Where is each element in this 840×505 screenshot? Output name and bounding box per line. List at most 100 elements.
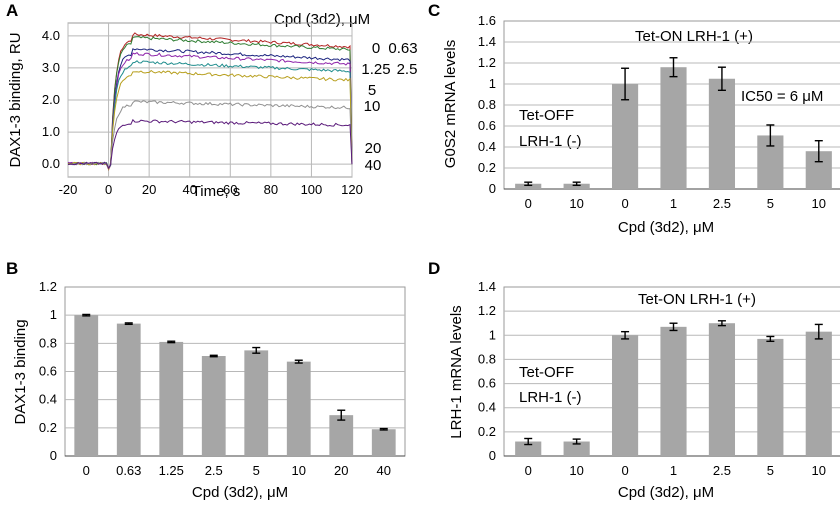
x-tick-label: 120 (341, 182, 363, 197)
panel-d-tetoff-line2: LRH-1 (-) (519, 389, 582, 406)
x-tick-label: 10 (292, 463, 306, 478)
x-tick-label: 0 (83, 463, 90, 478)
x-tick-label: 10 (569, 463, 583, 478)
legend-label: 1.25 (361, 61, 390, 78)
x-tick-label: 20 (142, 182, 156, 197)
panel-d: D LRH-1 mRNA levels Cpd (3d2), μM Tet-OF… (428, 259, 840, 501)
x-tick-label: 40 (377, 463, 391, 478)
panel-a: A DAX1-3 binding, RU Time, s Cpd (3d2), … (6, 1, 418, 200)
y-tick-label: 0 (50, 448, 57, 463)
y-tick-label: 0.8 (478, 351, 496, 366)
x-tick-label: 0 (621, 463, 628, 478)
y-tick-label: 0.4 (478, 400, 496, 415)
bar (563, 441, 590, 456)
panel-b-xlabel: Cpd (3d2), μM (192, 484, 288, 501)
y-tick-label: 0.2 (478, 424, 496, 439)
x-tick-label: 100 (301, 182, 323, 197)
bar (329, 415, 354, 456)
panel-d-teton-label: Tet-ON LRH-1 (+) (638, 291, 756, 308)
x-tick-label: 60 (223, 182, 237, 197)
y-tick-label: 1.2 (478, 55, 496, 70)
x-tick-label: -20 (59, 182, 78, 197)
legend-label: 2.5 (397, 61, 418, 78)
x-tick-label: 2.5 (713, 463, 731, 478)
bar (708, 323, 736, 456)
panel-d-ylabel: LRH-1 mRNA levels (448, 305, 465, 438)
y-tick-label: 0.6 (39, 364, 57, 379)
y-tick-label: 1.6 (478, 13, 496, 28)
y-tick-label: 1 (489, 76, 496, 91)
y-tick-label: 0.0 (42, 156, 60, 171)
bar (515, 441, 542, 456)
y-tick-label: 1.0 (42, 124, 60, 139)
x-tick-label: 2.5 (713, 196, 731, 211)
y-tick-label: 3.0 (42, 60, 60, 75)
panel-a-legend-title: Cpd (3d2), μM (274, 11, 370, 28)
panel-c-ylabel: G0S2 mRNA levels (442, 40, 459, 168)
panel-c: C G0S2 mRNA levels Cpd (3d2), μM Tet-OFF… (428, 1, 840, 236)
series-line (67, 60, 353, 170)
series-line (67, 36, 353, 171)
legend-label: 0.63 (388, 40, 417, 57)
legend-label: 10 (364, 98, 381, 115)
panel-a-ylabel: DAX1-3 binding, RU (7, 32, 24, 167)
panel-b-label: B (6, 259, 18, 278)
panel-a-xlabel: Time, s (192, 183, 241, 200)
bar (244, 350, 269, 456)
y-tick-label: 0.2 (478, 160, 496, 175)
x-tick-label: 2.5 (205, 463, 223, 478)
series-line (67, 118, 353, 170)
panel-d-label: D (428, 259, 440, 278)
y-tick-label: 2.0 (42, 92, 60, 107)
bar (805, 331, 832, 456)
x-tick-label: 10 (812, 463, 826, 478)
bar (116, 323, 141, 456)
y-tick-label: 1 (489, 327, 496, 342)
y-tick-label: 4.0 (42, 28, 60, 43)
legend-label: 0 (372, 40, 380, 57)
bar (708, 78, 736, 189)
bar (660, 67, 687, 189)
x-tick-label: 5 (767, 196, 774, 211)
bar (74, 315, 99, 456)
bar (611, 84, 639, 189)
bar (201, 356, 226, 456)
panel-d-xlabel: Cpd (3d2), μM (618, 484, 714, 501)
panel-b-ylabel: DAX1-3 binding (12, 319, 29, 424)
y-tick-label: 0.4 (39, 392, 57, 407)
y-tick-label: 1 (50, 307, 57, 322)
y-tick-label: 0.2 (39, 420, 57, 435)
y-tick-label: 1.4 (478, 279, 496, 294)
bar (611, 335, 639, 456)
series-line (68, 48, 353, 170)
legend-label: 40 (365, 157, 382, 174)
legend-label: 5 (368, 82, 376, 99)
x-tick-label: 10 (569, 196, 583, 211)
x-tick-label: 20 (334, 463, 348, 478)
x-tick-label: 0 (621, 196, 628, 211)
x-tick-label: 1 (670, 463, 677, 478)
y-tick-label: 0 (489, 181, 496, 196)
panel-a-label: A (6, 1, 18, 20)
series-line (67, 100, 353, 170)
y-tick-label: 0.4 (478, 139, 496, 154)
y-tick-label: 1.4 (478, 34, 496, 49)
panel-c-teton-label: Tet-ON LRH-1 (+) (635, 28, 753, 45)
x-tick-label: 5 (767, 463, 774, 478)
bar (515, 183, 542, 189)
series-line (67, 69, 353, 171)
legend-label: 20 (365, 140, 382, 157)
y-tick-label: 1.2 (39, 279, 57, 294)
bar (159, 341, 184, 456)
bar (660, 326, 687, 456)
y-tick-label: 0 (489, 448, 496, 463)
bar (286, 361, 311, 456)
y-tick-label: 0.6 (478, 118, 496, 133)
y-tick-label: 0.8 (39, 335, 57, 350)
panel-c-ic50-label: IC50 = 6 μM (741, 88, 823, 105)
panel-c-tetoff-line2: LRH-1 (-) (519, 133, 582, 150)
x-tick-label: 10 (812, 196, 826, 211)
panel-c-tetoff-line1: Tet-OFF (519, 107, 574, 124)
y-tick-label: 0.8 (478, 97, 496, 112)
